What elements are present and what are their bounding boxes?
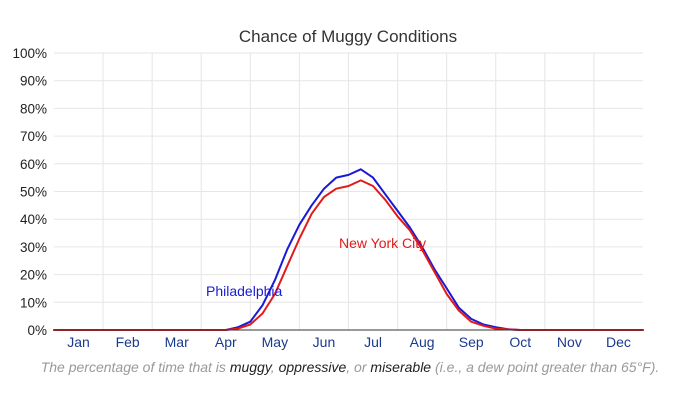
x-tick-label: Nov	[557, 334, 582, 350]
y-tick-label: 60%	[20, 157, 47, 172]
x-tick-label: Sep	[459, 334, 484, 350]
y-tick-label: 20%	[20, 268, 47, 283]
y-tick-label: 80%	[20, 101, 47, 116]
caption-pre: The percentage of time that is	[40, 359, 230, 375]
caption-term-oppressive: oppressive	[278, 359, 347, 375]
y-tick-label: 70%	[20, 129, 47, 144]
x-tick-label: Mar	[165, 334, 189, 350]
x-tick-label: Dec	[606, 334, 631, 350]
y-tick-label: 30%	[20, 240, 47, 255]
y-tick-label: 100%	[12, 46, 47, 61]
chart-caption: The percentage of time that is muggy, op…	[30, 357, 670, 377]
x-tick-label: Apr	[215, 334, 237, 350]
x-tick-label: Jul	[364, 334, 382, 350]
y-tick-label: 90%	[20, 74, 47, 89]
caption-sep-1: ,	[270, 359, 279, 375]
caption-post: (i.e., a dew point greater than 65°F).	[431, 359, 660, 375]
x-tick-label: Aug	[410, 334, 435, 350]
y-tick-label: 0%	[27, 323, 47, 338]
x-tick-label: Jan	[67, 334, 90, 350]
chart-title: Chance of Muggy Conditions	[239, 27, 457, 46]
y-tick-label: 10%	[20, 295, 47, 310]
caption-term-miserable: miserable	[370, 359, 432, 375]
x-tick-label: May	[262, 334, 288, 350]
caption-sep-2: , or	[346, 359, 371, 375]
series-label-philadelphia: Philadelphia	[206, 283, 282, 299]
y-tick-label: 40%	[20, 212, 47, 227]
y-tick-label: 50%	[20, 185, 47, 200]
x-tick-label: Feb	[116, 334, 140, 350]
series-label-new-york-city: New York City	[339, 235, 426, 251]
caption-term-muggy: muggy	[229, 359, 271, 375]
x-tick-label: Jun	[313, 334, 336, 350]
x-tick-label: Oct	[509, 334, 531, 350]
